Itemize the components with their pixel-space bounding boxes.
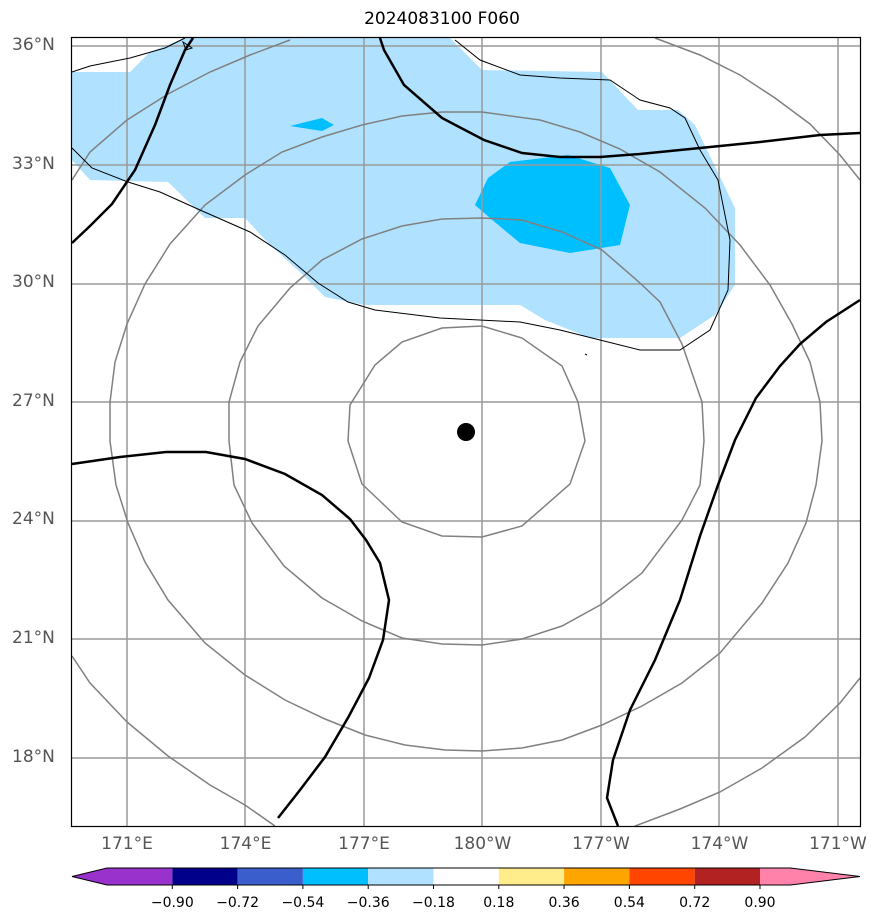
lat-label: 21°N <box>12 628 55 648</box>
colorbar-segment <box>433 868 499 885</box>
colorbar-tick-label: −0.18 <box>412 895 455 911</box>
lat-label: 30°N <box>12 272 55 293</box>
lon-label: 171°W <box>809 834 867 854</box>
colorbar-segment <box>694 868 760 885</box>
lon-label: 174°E <box>219 834 272 854</box>
colorbar-segment <box>237 868 303 885</box>
colorbar-outline <box>71 867 861 886</box>
colorbar-tick-label: 0.72 <box>679 895 711 911</box>
distance-rings <box>71 37 861 827</box>
colorbar-segment <box>172 868 238 885</box>
colorbar-tick-label: −0.90 <box>150 895 194 911</box>
colorbar-tick-label: 0.54 <box>613 895 645 911</box>
storm-center-marker <box>457 423 475 441</box>
gridlines <box>72 38 860 826</box>
lat-label: 33°N <box>12 153 55 174</box>
map-frame <box>70 36 862 828</box>
lat-label: 27°N <box>12 390 55 411</box>
lon-label: 177°E <box>338 834 390 854</box>
lat-label: 24°N <box>12 509 55 530</box>
colorbar-segment <box>72 868 173 885</box>
shading-light-blue <box>72 38 735 338</box>
contour-lines <box>71 37 861 827</box>
lon-label: 174°W <box>690 834 749 854</box>
colorbar-segment <box>302 868 369 885</box>
lon-label: 180°W <box>453 834 512 854</box>
lon-label: 177°W <box>572 834 630 854</box>
colorbar-segment <box>368 868 434 885</box>
map-title: 2024083100 F060 <box>364 9 520 29</box>
lon-label: 171°E <box>101 834 153 854</box>
shading-blue-small <box>290 118 334 131</box>
colorbar-tick-label: 0.90 <box>744 895 776 911</box>
colorbar <box>71 867 861 889</box>
colorbar-tick-label: −0.36 <box>346 895 390 911</box>
colorbar-segment <box>498 868 565 885</box>
colorbar-segment <box>564 868 630 885</box>
lat-label: 18°N <box>12 746 55 767</box>
lat-label: 36°N <box>12 35 55 55</box>
shading-blue <box>475 155 630 253</box>
colorbar-segment <box>760 868 860 885</box>
colorbar-tick-label: −0.72 <box>216 895 260 911</box>
colorbar-tick-label: 0.36 <box>548 895 580 911</box>
colorbar-tick-label: −0.54 <box>281 895 325 911</box>
colorbar-segment <box>629 868 695 885</box>
colorbar-tick-label: 0.18 <box>483 895 515 911</box>
